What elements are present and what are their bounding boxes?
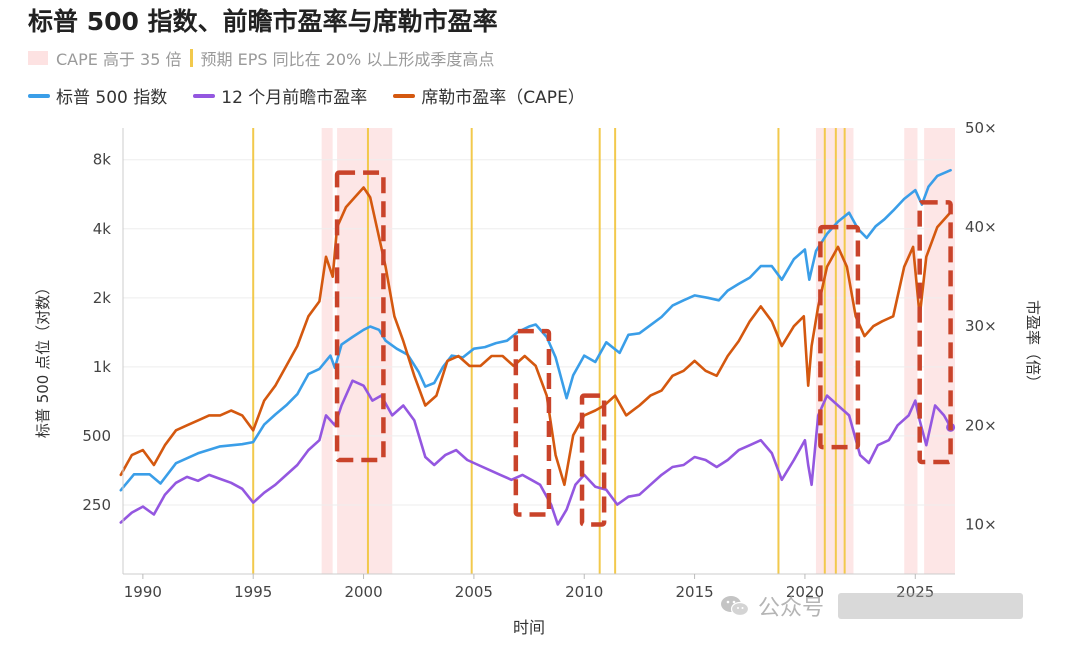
highlight-box-0	[334, 170, 386, 463]
legend-swatch-sp500	[28, 93, 50, 98]
highlight-box-4	[917, 200, 953, 465]
right-tick-label: 40×	[965, 218, 997, 236]
left-tick-label: 500	[82, 427, 111, 445]
legend-swatch-cape	[393, 93, 416, 98]
legend-item-sp500[interactable]: 标普 500 指数	[28, 83, 167, 108]
legend-item-cape[interactable]: 席勒市盈率（CAPE）	[393, 83, 585, 108]
left-tick-label: 2k	[93, 289, 112, 307]
x-tick-label: 2020	[786, 583, 824, 601]
watermark-text: 公众号	[758, 596, 825, 621]
legend-swatch-forward-pe	[193, 93, 216, 98]
yellow-lines	[252, 128, 846, 574]
x-tick-label: 1995	[234, 583, 272, 601]
x-tick-label: 2025	[896, 583, 934, 601]
right-tick-label: 20×	[965, 416, 997, 434]
legend-label-cape: 席勒市盈率（CAPE）	[421, 88, 585, 108]
right-axis-title: 市盈率（倍）	[1024, 300, 1042, 390]
series-line-0	[119, 168, 952, 492]
wechat-icon	[721, 596, 750, 617]
legend-label-sp500: 标普 500 指数	[56, 88, 168, 108]
pink-band-3	[904, 128, 918, 574]
legend-label-forward-pe: 12 个月前瞻市盈率	[221, 88, 368, 108]
series-legend: 标普 500 指数 12 个月前瞻市盈率 席勒市盈率（CAPE）	[28, 83, 585, 108]
chart-title: 标普 500 指数、前瞻市盈率与席勒市盈率	[28, 7, 498, 36]
x-tick-label: 2005	[455, 583, 493, 601]
highlight-box-1	[513, 328, 552, 517]
watermark: 公众号	[720, 590, 1024, 622]
left-tick-label: 8k	[93, 151, 112, 169]
watermark-blurred-name	[838, 593, 1024, 619]
left-tick-label: 4k	[93, 220, 112, 238]
x-tick-label: 1990	[124, 583, 162, 601]
x-tick-label: 2010	[565, 583, 603, 601]
left-tick-label: 1k	[93, 358, 112, 376]
axes: 250 500 1k 2k 4k 8k 10× 20× 30× 40× 50× 1990 1995 200…	[34, 119, 1042, 637]
x-tick-label: 2000	[344, 583, 382, 601]
left-axis-title: 标普 500 点位（对数）	[34, 280, 52, 438]
legend-item-forward-pe[interactable]: 12 个月前瞻市盈率	[193, 83, 367, 108]
highlight-box-2	[579, 393, 607, 527]
x-tick-label: 2015	[675, 583, 713, 601]
band-legend: CAPE 高于 35 倍 预期 EPS 同比在 20% 以上形成季度高点	[28, 46, 494, 70]
series-line-1	[119, 379, 952, 526]
left-tick-label: 250	[82, 496, 111, 514]
yellow-line-label: 预期 EPS 同比在 20% 以上形成季度高点	[200, 50, 495, 69]
highlight-box-3	[818, 224, 861, 450]
right-tick-label: 10×	[965, 515, 997, 533]
pink-band-label: CAPE 高于 35 倍	[56, 50, 182, 69]
yellow-line-swatch	[189, 49, 193, 67]
pink-band-swatch	[28, 51, 48, 65]
right-tick-label: 50×	[965, 119, 997, 137]
right-tick-label: 30×	[965, 317, 997, 335]
x-axis-title: 时间	[513, 618, 545, 637]
highlight-boxes	[334, 170, 953, 527]
pink-band-0	[321, 128, 333, 574]
